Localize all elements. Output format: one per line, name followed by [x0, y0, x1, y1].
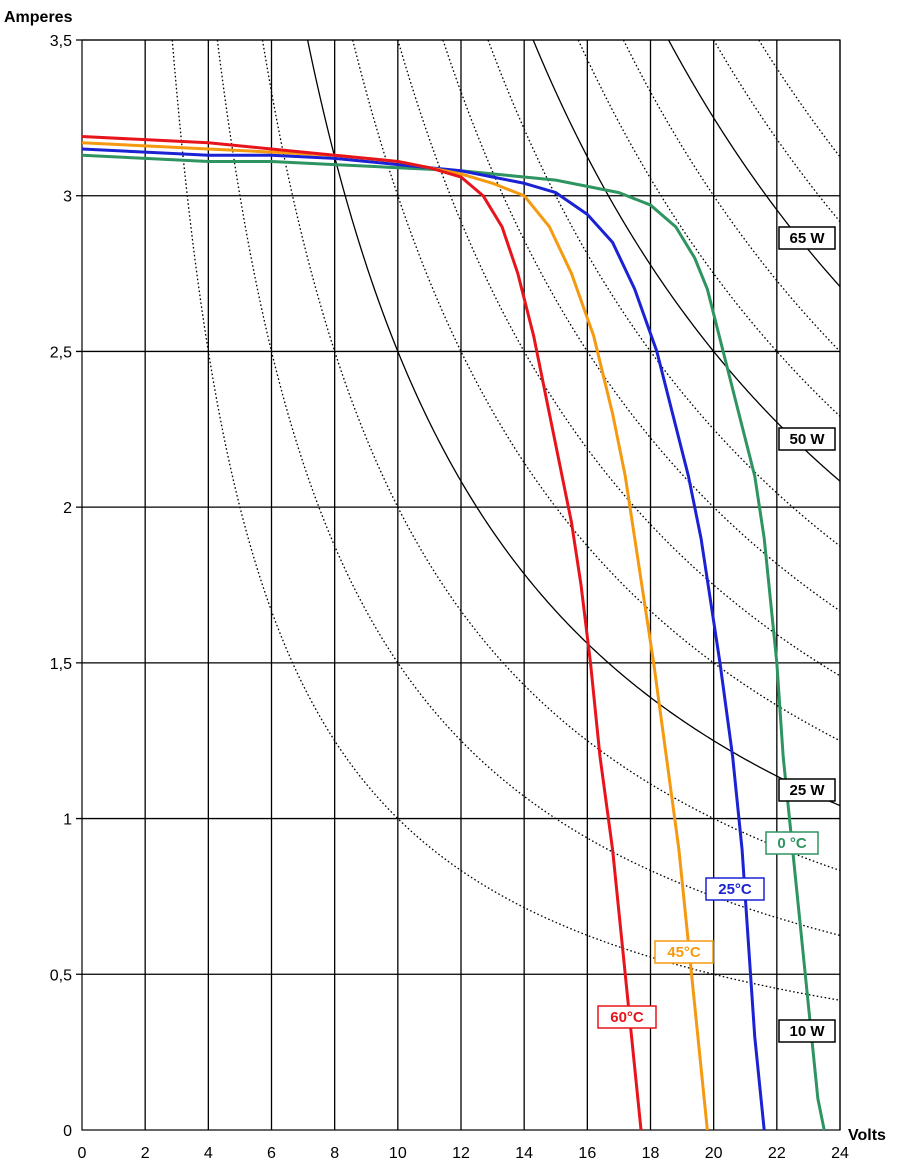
label-box	[778, 778, 836, 802]
y-tick-label: 1,5	[50, 656, 72, 673]
y-tick-label: 3,5	[50, 33, 72, 50]
label-text: 45°C	[667, 944, 701, 961]
chart-axes: Amperes Volts	[4, 9, 886, 1144]
label-box	[778, 226, 836, 250]
power-curve	[352, 40, 841, 742]
label-text: 10 W	[789, 1023, 825, 1040]
power-curve	[306, 40, 841, 807]
x-tick-label: 20	[705, 1145, 723, 1162]
label-text: 25 W	[789, 782, 825, 799]
x-tick-label: 22	[768, 1145, 786, 1162]
curve-label: 45°C	[654, 940, 714, 964]
y-tick-label: 0	[63, 1123, 72, 1140]
series-line	[81, 153, 826, 1131]
curve-label: 25°C	[705, 877, 765, 901]
label-box	[778, 427, 836, 451]
x-tick-label: 0	[78, 1145, 87, 1162]
power-curve	[622, 40, 841, 352]
x-tick-label: 24	[831, 1145, 849, 1162]
power-curve	[261, 40, 841, 872]
temperature-series	[81, 135, 826, 1131]
chart-grid	[76, 39, 841, 1131]
y-tick-label: 2	[63, 500, 72, 517]
label-box	[765, 831, 819, 855]
y-tick-label: 0,5	[50, 967, 72, 984]
x-axis-title: Volts	[848, 1127, 886, 1144]
power-curve	[216, 40, 841, 936]
curve-label: 0 °C	[765, 831, 819, 855]
x-tick-label: 8	[330, 1145, 339, 1162]
y-tick-label: 3	[63, 189, 72, 206]
power-curve	[532, 40, 841, 482]
label-text: 0 °C	[777, 835, 807, 852]
label-box	[597, 1005, 657, 1029]
series-line	[81, 147, 766, 1131]
power-curve	[171, 40, 841, 1001]
x-tick-label: 14	[515, 1145, 533, 1162]
curve-label: 10 W	[778, 1019, 836, 1043]
y-tick-label: 1	[63, 812, 72, 829]
y-axis-title: Amperes	[4, 9, 73, 26]
label-box	[705, 877, 765, 901]
x-tick-label: 16	[578, 1145, 596, 1162]
series-line	[81, 141, 709, 1131]
x-tick-label: 10	[389, 1145, 407, 1162]
x-tick-label: 2	[141, 1145, 150, 1162]
y-tick-label: 2,5	[50, 344, 72, 361]
curve-label: 25 W	[778, 778, 836, 802]
curve-label: 60°C	[597, 1005, 657, 1029]
x-tick-label: 4	[204, 1145, 213, 1162]
power-curve	[442, 40, 841, 612]
power-curve	[758, 40, 841, 158]
x-tick-label: 18	[642, 1145, 660, 1162]
curve-labels: 0 °C 25°C 45°C 60°C 65 W 50 W 25 W 10 W	[597, 226, 836, 1043]
curve-label: 50 W	[778, 427, 836, 451]
label-text: 60°C	[610, 1009, 644, 1026]
label-text: 50 W	[789, 431, 825, 448]
curve-label: 65 W	[778, 226, 836, 250]
power-curve	[487, 40, 841, 547]
x-tick-label: 12	[452, 1145, 470, 1162]
x-tick-label: 6	[267, 1145, 276, 1162]
power-curve	[667, 40, 841, 287]
label-box	[778, 1019, 836, 1043]
power-curves	[171, 40, 841, 1001]
label-text: 25°C	[718, 881, 752, 898]
label-box	[654, 940, 714, 964]
label-text: 65 W	[789, 230, 825, 247]
power-curve	[713, 40, 841, 223]
series-line	[81, 135, 643, 1131]
